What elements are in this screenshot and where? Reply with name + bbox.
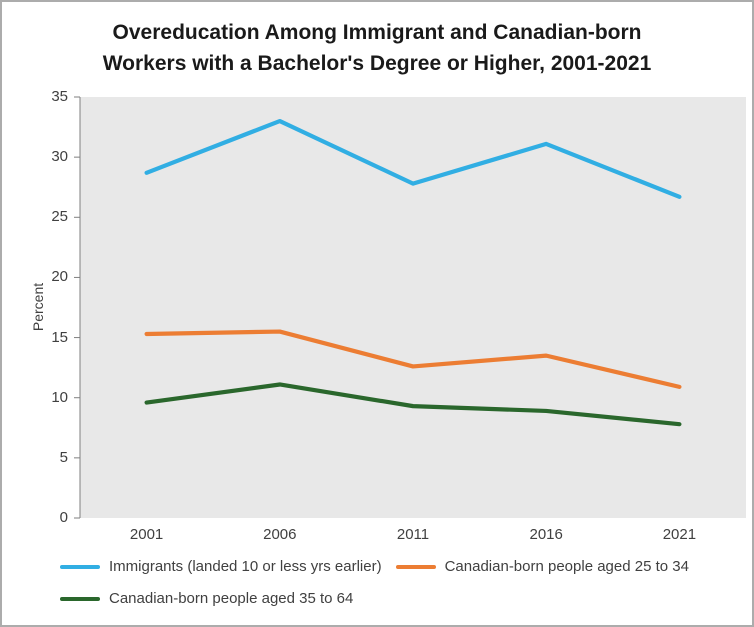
x-tick-label: 2006	[263, 526, 297, 543]
y-tick-label: 20	[51, 268, 68, 286]
x-tick-label: 2011	[396, 526, 430, 543]
y-tick-label: 30	[51, 148, 68, 166]
plot-background	[80, 97, 746, 518]
y-tick-label: 5	[59, 448, 68, 466]
x-tick-label: 2016	[529, 526, 563, 543]
x-tick-label: 2001	[129, 526, 164, 543]
series-line-canadian-born-35-64	[144, 382, 682, 427]
plot-canvas	[74, 96, 746, 519]
y-tick-label: 35	[51, 88, 68, 105]
legend-swatch-canadian-born-35-64	[60, 596, 100, 601]
y-tick-label: 25	[51, 208, 68, 226]
y-tick-label: 10	[51, 388, 68, 406]
y-axis-title: Percent	[30, 282, 46, 332]
legend: Immigrants (landed 10 or less yrs earlie…	[60, 558, 748, 607]
chart-title-line-1: Overeducation Among Immigrant and Canadi…	[112, 21, 642, 44]
legend-label: Immigrants (landed 10 or less yrs earlie…	[109, 558, 382, 575]
legend-item-canadian-born-35-64: Canadian-born people aged 35 to 64	[60, 590, 353, 607]
legend-swatch-immigrants	[60, 564, 100, 569]
series-line-canadian-born-25-34	[144, 329, 682, 389]
legend-swatch-canadian-born-25-34	[395, 564, 436, 569]
legend-label: Canadian-born people aged 35 to 64	[109, 590, 354, 607]
x-tick-label: 2021	[662, 526, 697, 543]
legend-label: Canadian-born people aged 25 to 34	[444, 558, 689, 575]
legend-item-canadian-born-25-34: Canadian-born people aged 25 to 34	[395, 558, 689, 575]
chart-title: Overeducation Among Immigrant and Canadi…	[2, 17, 752, 79]
y-tick-label: 0	[59, 509, 68, 526]
series-line-immigrants	[144, 118, 682, 199]
chart-title-line-2: Workers with a Bachelor's Degree or High…	[102, 52, 652, 75]
legend-item-immigrants: Immigrants (landed 10 or less yrs earlie…	[60, 558, 382, 575]
y-tick-label: 15	[51, 328, 68, 346]
